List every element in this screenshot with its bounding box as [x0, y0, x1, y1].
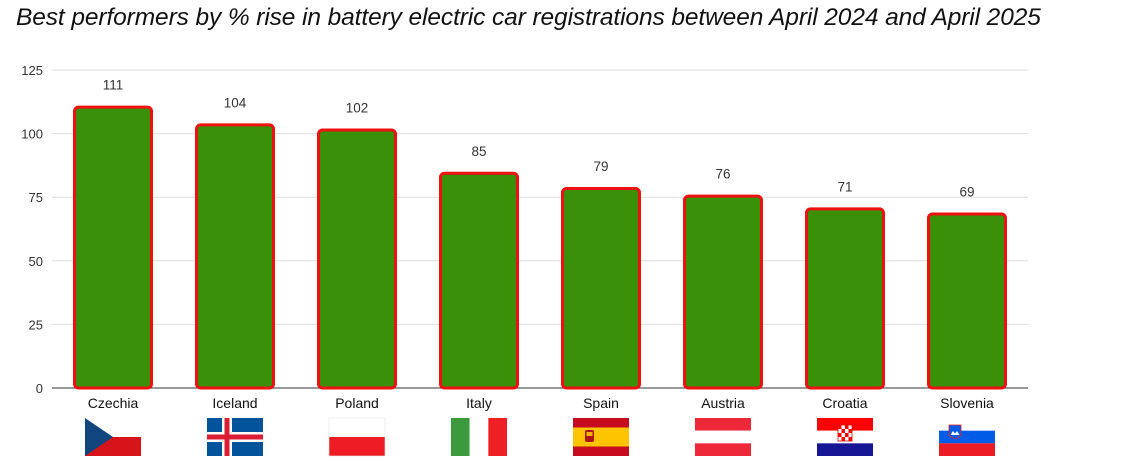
- data-label: 85: [471, 144, 486, 159]
- data-label: 111: [103, 78, 124, 93]
- bar-poland: [317, 128, 397, 390]
- y-tick-label: 0: [36, 381, 43, 396]
- category-label: Poland: [335, 395, 379, 411]
- data-label: 71: [837, 179, 852, 194]
- category-label: Iceland: [212, 395, 257, 411]
- y-tick-label: 125: [21, 63, 43, 78]
- category-label: Spain: [583, 395, 619, 411]
- bar-slovenia: [927, 212, 1007, 390]
- category-label: Czechia: [88, 395, 139, 411]
- czech-flag-icon: [85, 418, 141, 456]
- category-labels: Czechia Iceland Poland Italy Spain Austria Cro…: [88, 395, 994, 411]
- bar-italy: [439, 171, 519, 390]
- category-label: Croatia: [822, 395, 867, 411]
- data-label: 76: [715, 167, 730, 182]
- y-tick-label: 75: [29, 190, 43, 205]
- italy-flag-icon: [451, 418, 507, 456]
- flags: [85, 417, 995, 457]
- category-label: Slovenia: [940, 395, 994, 411]
- chart-title: Best performers by % rise in battery ele…: [16, 4, 1041, 31]
- y-tick-label: 100: [21, 127, 43, 142]
- austria-flag-icon: [695, 418, 751, 456]
- y-axis-ticks: 0 25 50 75 100 125: [21, 63, 43, 396]
- croatia-flag-icon: [817, 418, 873, 456]
- data-label: 79: [593, 159, 608, 174]
- spain-flag-icon: [573, 418, 629, 456]
- data-label: 102: [346, 101, 369, 116]
- y-tick-label: 25: [29, 317, 43, 332]
- category-label: Austria: [701, 395, 745, 411]
- bar-iceland: [195, 123, 275, 390]
- bar-croatia: [805, 207, 885, 390]
- data-labels: 111 104 102 85 79 76 71 69: [103, 78, 975, 200]
- bar-austria: [683, 194, 763, 390]
- data-label: 104: [224, 95, 247, 110]
- category-label: Italy: [466, 395, 492, 411]
- data-label: 69: [959, 184, 974, 199]
- bars: [73, 105, 1007, 390]
- y-tick-label: 50: [29, 254, 43, 269]
- bar-czechia: [73, 105, 153, 390]
- poland-flag-icon: [328, 417, 386, 457]
- bar-spain: [561, 187, 641, 390]
- slovenia-flag-icon: [939, 418, 995, 456]
- iceland-flag-icon: [207, 418, 263, 456]
